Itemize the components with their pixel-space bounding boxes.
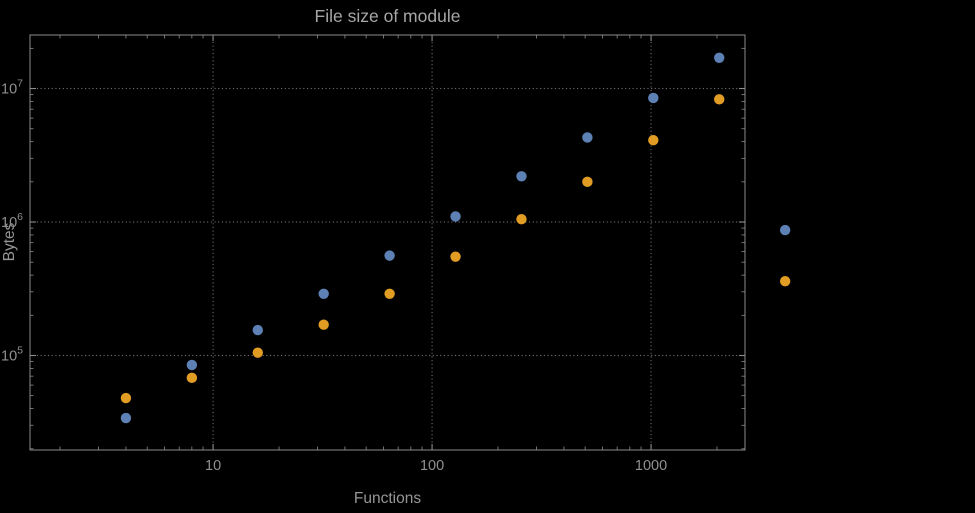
plot-frame — [29, 34, 746, 451]
data-point-series-1-blue — [779, 224, 791, 236]
data-point-series-2-orange — [516, 213, 527, 225]
x-tick-label: 100 — [420, 458, 444, 474]
grid-layer — [29, 34, 746, 451]
tick-layer — [30, 35, 745, 450]
chart-title: File size of module — [315, 6, 461, 26]
data-point-series-2-orange — [384, 288, 395, 299]
y-axis-label: Bytes — [1, 222, 18, 261]
x-tick-label: 1000 — [635, 458, 667, 474]
y-tick-label: 105 — [1, 344, 23, 364]
data-point-series-1-blue — [714, 52, 725, 63]
data-point-series-2-orange — [120, 392, 132, 404]
data-point-series-2-orange — [252, 347, 263, 358]
data-point-series-2-orange — [450, 251, 461, 262]
data-point-series-2-orange — [582, 176, 593, 188]
data-point-series-2-orange — [186, 372, 198, 384]
points-layer — [120, 52, 791, 424]
tick-label-layer: 10 100 1000 105 106 107 — [1, 78, 667, 474]
y-tick-label: 107 — [1, 78, 23, 98]
data-point-series-1-blue — [120, 412, 132, 424]
data-point-series-2-orange — [714, 94, 725, 105]
data-point-series-1-blue — [450, 211, 461, 222]
data-point-series-2-orange — [779, 276, 791, 287]
data-point-series-2-orange — [318, 319, 329, 330]
x-axis-label: Functions — [354, 490, 421, 507]
data-point-series-1-blue — [186, 359, 198, 371]
data-point-series-1-blue — [582, 132, 593, 143]
data-point-series-1-blue — [384, 250, 395, 261]
data-point-series-2-orange — [648, 135, 659, 146]
data-point-series-1-blue — [648, 92, 659, 104]
data-point-series-1-blue — [516, 171, 527, 182]
data-point-series-1-blue — [318, 288, 329, 299]
y-tick-label: 106 — [1, 211, 23, 231]
x-tick-label: 10 — [205, 458, 221, 474]
data-point-series-1-blue — [252, 324, 263, 336]
